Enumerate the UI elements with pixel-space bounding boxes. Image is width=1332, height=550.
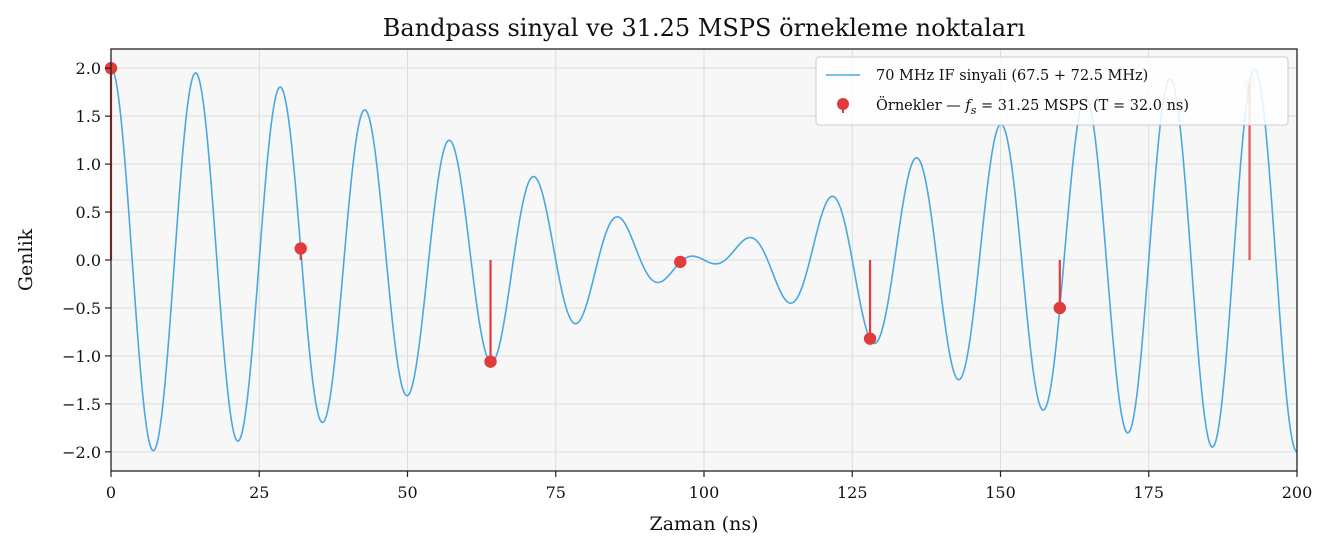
y-tick-label-3: 0.5	[76, 203, 101, 222]
legend-samples-part-2: = 31.25 MSPS (T = 32.0 ns)	[976, 98, 1189, 114]
legend-entry-samples: Örnekler — fs = 31.25 MSPS (T = 32.0 ns)	[876, 96, 1189, 117]
x-tick-label-0: 0	[106, 483, 116, 502]
x-axis: 0 25 50 75 100 125 150 175 200	[106, 471, 1312, 502]
legend-entry-signal: 70 MHz IF sinyali (67.5 + 72.5 MHz)	[876, 68, 1148, 84]
legend-samples-f: f	[964, 98, 973, 114]
x-tick-label-2: 50	[397, 483, 417, 502]
y-tick-label-2: 1.0	[76, 155, 101, 174]
legend-samples-sub: s	[971, 104, 977, 117]
x-tick-label-7: 175	[1133, 483, 1164, 502]
signal-line	[110, 67, 1298, 453]
y-tick-label-0: 2.0	[76, 59, 101, 78]
y-tick-label-4: 0.0	[76, 251, 101, 270]
x-tick-label-1: 25	[249, 483, 269, 502]
chart-title: Bandpass sinyal ve 31.25 MSPS örnekleme …	[383, 14, 1026, 42]
x-axis-label: Zaman (ns)	[650, 513, 759, 535]
sample-point-4	[863, 332, 877, 345]
y-tick-label-1: 1.5	[76, 107, 101, 126]
y-tick-label-7: −1.5	[62, 395, 101, 414]
sample-point-5	[1053, 301, 1067, 315]
sample-point-1	[294, 242, 307, 255]
legend-samples-part-1: Örnekler —	[876, 96, 965, 114]
signal-line-layer	[110, 67, 1298, 453]
y-axis: 2.0 1.5 1.0 0.5 0.0 −0.5 −1.0 −1.5 −2.0	[62, 59, 111, 462]
x-tick-label-3: 75	[546, 483, 566, 502]
sample-point-2	[484, 355, 497, 368]
x-tick-label-4: 100	[689, 483, 720, 502]
x-tick-label-6: 150	[985, 483, 1016, 502]
legend-marker-swatch	[837, 98, 849, 110]
sample-point-3	[674, 255, 687, 269]
legend-box	[815, 56, 1289, 126]
y-tick-label-5: −0.5	[62, 299, 101, 318]
y-tick-label-8: −2.0	[62, 443, 101, 462]
x-tick-label-8: 200	[1282, 483, 1313, 502]
x-tick-label-5: 125	[837, 483, 868, 502]
y-tick-label-6: −1.0	[62, 347, 101, 366]
y-axis-label: Genlik	[15, 228, 37, 291]
legend: 70 MHz IF sinyali (67.5 + 72.5 MHz) Örne…	[815, 56, 1289, 126]
